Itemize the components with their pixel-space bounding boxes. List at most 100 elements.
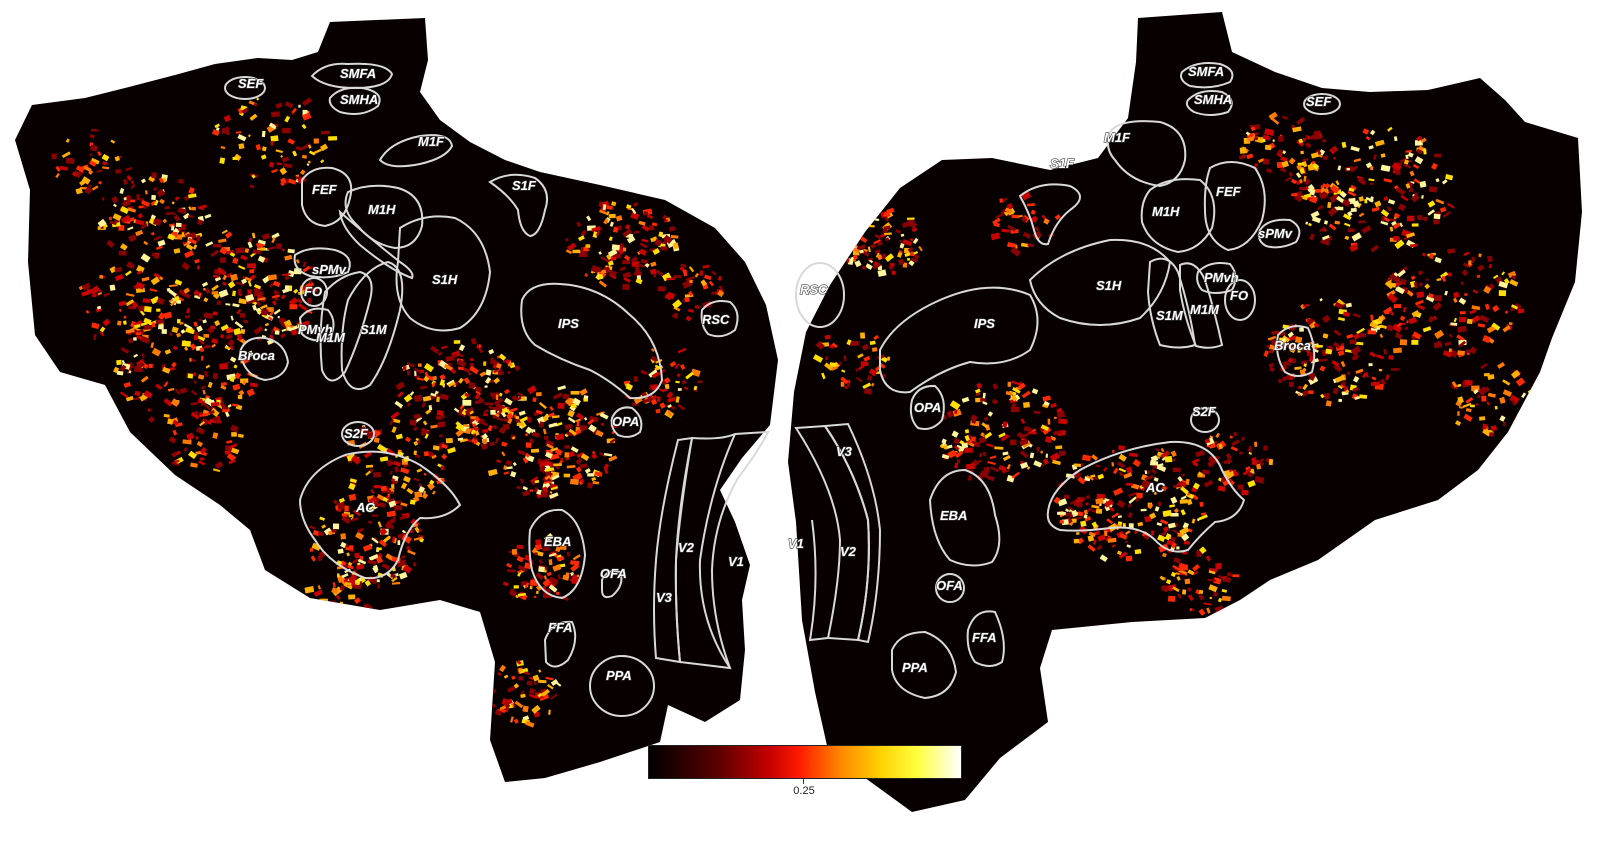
activation-patch (503, 465, 507, 470)
activation-patch (1380, 153, 1386, 158)
activation-patch (478, 397, 485, 404)
activation-patch (187, 373, 194, 379)
activation-patch (141, 200, 151, 207)
activation-patch (649, 268, 657, 275)
activation-patch (356, 564, 365, 570)
activation-patch (673, 274, 682, 279)
activation-patch (1317, 154, 1323, 158)
activation-patch (1487, 374, 1495, 380)
activation-patch (1399, 222, 1403, 228)
activation-patch (282, 127, 291, 134)
activation-patch (459, 404, 465, 410)
activation-patch (1128, 523, 1134, 529)
activation-patch (982, 451, 987, 457)
right-label-broca: Broca (1274, 338, 1311, 353)
activation-patch (496, 417, 504, 422)
activation-patch (1147, 502, 1154, 510)
activation-patch (863, 355, 871, 362)
activation-patch (1306, 184, 1315, 193)
activation-patch (1175, 572, 1180, 576)
activation-patch (289, 304, 298, 310)
activation-patch (249, 184, 255, 189)
activation-patch (1347, 228, 1355, 233)
activation-patch (1058, 418, 1068, 425)
activation-patch (136, 194, 140, 201)
activation-patch (332, 582, 336, 588)
activation-patch (390, 573, 396, 578)
activation-patch (1509, 279, 1519, 287)
activation-patch (481, 433, 489, 440)
activation-patch (1469, 308, 1477, 315)
activation-patch (1309, 195, 1318, 204)
activation-patch (622, 259, 631, 265)
activation-patch (1352, 355, 1358, 361)
activation-patch (690, 368, 701, 377)
activation-patch (301, 154, 308, 159)
activation-patch (543, 593, 552, 598)
activation-patch (656, 396, 661, 402)
activation-patch (1186, 498, 1193, 506)
activation-patch (1155, 448, 1160, 452)
activation-patch (540, 458, 550, 463)
activation-patch (575, 418, 582, 423)
left-label-spmv: sPMv (312, 262, 347, 277)
activation-patch (1477, 386, 1488, 396)
activation-patch (1282, 361, 1288, 365)
activation-patch (121, 200, 131, 207)
activation-patch (416, 468, 423, 473)
activation-patch (689, 279, 694, 284)
activation-patch (1383, 348, 1388, 355)
activation-patch (1076, 501, 1084, 508)
activation-patch (200, 385, 206, 390)
activation-patch (609, 438, 616, 444)
activation-patch (555, 591, 560, 596)
activation-patch (490, 391, 501, 400)
activation-patch (484, 376, 492, 384)
activation-patch (287, 178, 297, 185)
activation-patch (232, 156, 238, 160)
activation-patch (196, 441, 204, 448)
activation-patch (638, 248, 647, 256)
activation-patch (377, 521, 382, 528)
activation-patch (1281, 335, 1291, 343)
activation-patch (193, 380, 197, 384)
activation-patch (194, 258, 200, 264)
activation-patch (320, 143, 329, 152)
left-roi-opa (610, 406, 643, 438)
activation-patch (238, 265, 246, 270)
activation-patch (677, 403, 686, 411)
activation-patch (499, 705, 507, 711)
activation-patch (335, 594, 341, 600)
right-roi-s1f (1018, 183, 1081, 246)
activation-patch (529, 489, 534, 492)
activation-patch (1284, 176, 1292, 182)
activation-patch (172, 429, 178, 436)
activation-patch (1288, 157, 1296, 165)
activation-patch (156, 188, 166, 198)
activation-patch (244, 276, 252, 282)
activation-patch (1429, 253, 1434, 259)
activation-patch (360, 425, 366, 431)
activation-patch (815, 340, 825, 350)
right-roi-sef (1303, 93, 1341, 115)
activation-patch (1106, 518, 1114, 525)
activation-patch (1510, 307, 1515, 312)
activation-patch (1323, 220, 1329, 225)
activation-patch (118, 300, 127, 307)
activation-patch (490, 357, 494, 364)
activation-patch (1164, 455, 1173, 463)
left-roi-smha (328, 86, 381, 115)
activation-patch (118, 225, 125, 231)
activation-patch (1177, 593, 1182, 599)
activation-patch (130, 183, 136, 190)
activation-patch (1422, 252, 1426, 257)
activation-patch (123, 315, 127, 319)
activation-patch (639, 242, 648, 249)
activation-patch (468, 372, 472, 376)
activation-patch (526, 416, 532, 423)
activation-patch (123, 197, 127, 201)
activation-patch (168, 298, 174, 303)
activation-patch (947, 449, 957, 459)
activation-patch (241, 379, 247, 386)
left-label-smha: SMHA (340, 92, 378, 107)
